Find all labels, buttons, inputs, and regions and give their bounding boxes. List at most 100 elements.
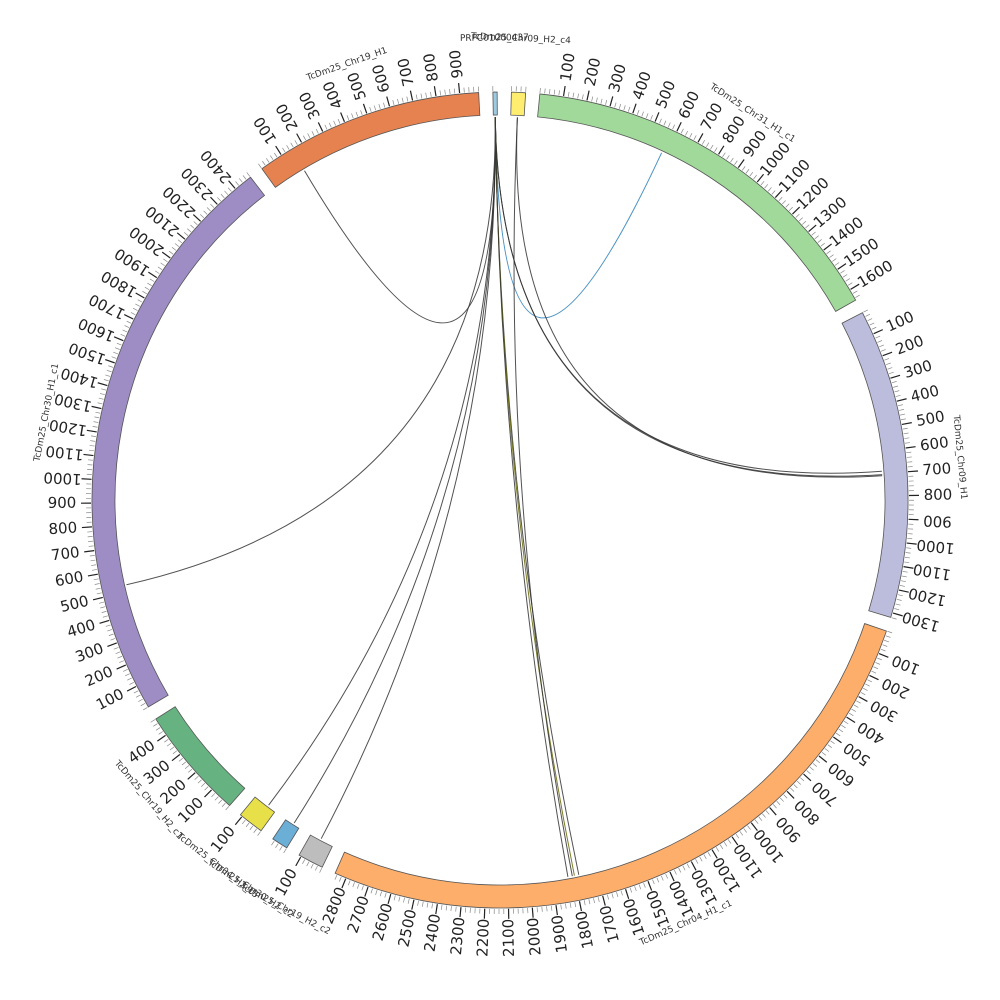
minor-tick	[891, 381, 897, 384]
minor-tick	[147, 282, 152, 286]
minor-tick	[553, 89, 556, 95]
minor-tick	[856, 700, 861, 704]
major-tick	[81, 526, 92, 529]
minor-tick	[142, 707, 148, 711]
minor-tick	[369, 106, 372, 112]
minor-tick	[620, 890, 623, 896]
major-tick	[157, 734, 166, 742]
minor-tick	[904, 556, 910, 559]
tick-label: 800	[924, 486, 953, 504]
minor-tick	[802, 220, 807, 225]
link-2	[494, 116, 663, 319]
minor-tick	[549, 88, 551, 95]
tick-label: 2000	[524, 917, 545, 956]
tick-label: 600	[919, 433, 950, 454]
minor-tick	[119, 660, 125, 663]
minor-tick	[665, 873, 668, 879]
minor-tick	[319, 867, 323, 873]
tick-label: 600	[369, 62, 394, 94]
minor-tick	[407, 898, 410, 904]
minor-tick	[108, 365, 114, 368]
minor-tick	[204, 786, 209, 791]
minor-tick	[294, 140, 298, 145]
major-tick	[387, 893, 392, 904]
major-tick	[97, 382, 108, 387]
minor-tick	[847, 282, 853, 286]
minor-tick	[824, 748, 830, 752]
major-tick	[562, 85, 566, 97]
minor-tick	[707, 851, 711, 857]
major-tick	[435, 904, 438, 915]
minor-tick	[333, 120, 336, 126]
minor-tick	[743, 828, 747, 833]
minor-tick	[181, 761, 187, 766]
minor-tick	[875, 335, 881, 339]
minor-tick	[94, 583, 100, 585]
minor-tick	[133, 690, 139, 694]
minor-tick	[392, 100, 395, 106]
tick-label: 2200	[473, 918, 492, 957]
major-tick	[711, 849, 718, 859]
tick-label: 100	[93, 685, 127, 714]
minor-tick	[91, 564, 97, 566]
minor-tick	[623, 105, 626, 111]
major-tick	[632, 103, 637, 114]
major-tick	[86, 429, 97, 433]
major-tick	[846, 716, 856, 723]
major-tick	[898, 589, 909, 593]
minor-tick	[903, 432, 909, 435]
tick-label: 2700	[344, 893, 373, 935]
minor-tick	[565, 903, 567, 909]
minor-tick	[581, 94, 584, 100]
minor-tick	[94, 416, 100, 419]
tick-label: 900	[446, 49, 467, 79]
minor-tick	[444, 89, 446, 95]
minor-tick	[595, 97, 598, 103]
minor-tick	[383, 102, 386, 108]
major-tick	[135, 292, 145, 299]
minor-tick	[541, 906, 543, 912]
minor-tick	[614, 102, 617, 108]
minor-tick	[129, 681, 135, 685]
major-tick	[362, 103, 368, 114]
minor-tick	[906, 456, 912, 458]
minor-tick	[200, 214, 205, 219]
minor-tick	[730, 157, 734, 163]
minor-tick	[806, 770, 811, 775]
minor-tick	[880, 648, 886, 652]
minor-tick	[351, 113, 354, 119]
minor-tick	[157, 266, 163, 270]
minor-tick	[174, 243, 180, 247]
minor-tick	[450, 906, 452, 912]
minor-tick	[829, 254, 834, 258]
minor-tick	[884, 358, 890, 361]
minor-tick	[262, 160, 266, 166]
minor-tick	[845, 278, 850, 282]
minor-tick	[893, 385, 899, 388]
minor-tick	[286, 145, 290, 150]
minor-tick	[99, 393, 105, 396]
minor-tick	[378, 104, 381, 110]
minor-tick	[735, 833, 740, 839]
segment-label: TcDm25_Chr09_H1	[951, 414, 969, 500]
major-tick	[317, 122, 324, 132]
link-13	[513, 117, 573, 877]
link-9	[494, 116, 580, 875]
minor-tick	[183, 232, 189, 236]
minor-tick	[379, 891, 382, 897]
minor-tick	[826, 250, 831, 255]
minor-tick	[772, 804, 777, 809]
minor-tick	[122, 329, 128, 333]
minor-tick	[210, 203, 215, 208]
minor-tick	[346, 115, 350, 121]
minor-tick	[906, 451, 912, 454]
minor-tick	[126, 320, 132, 324]
major-tick	[83, 453, 94, 457]
minor-tick	[753, 174, 757, 180]
minor-tick	[97, 402, 103, 405]
minor-tick	[93, 421, 99, 423]
minor-tick	[842, 274, 848, 278]
minor-tick	[217, 197, 222, 202]
segment-arc	[537, 93, 857, 312]
minor-tick	[135, 303, 140, 307]
